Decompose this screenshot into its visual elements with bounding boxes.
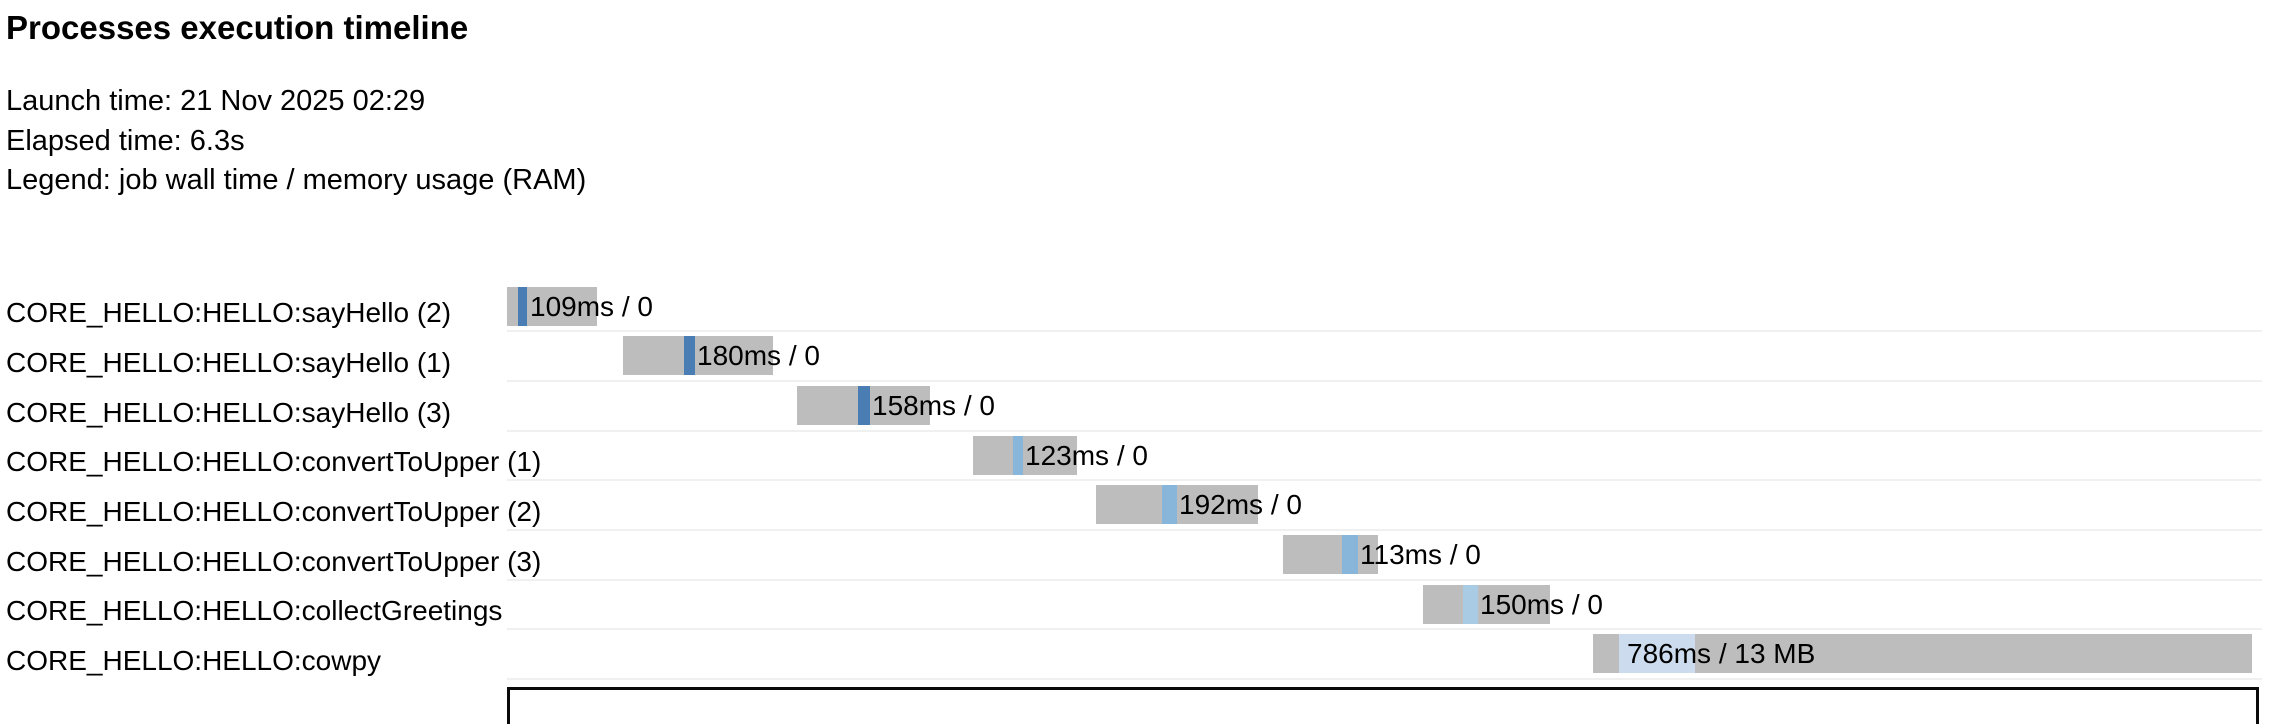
task-bar-label: 113ms / 0 xyxy=(1360,539,1481,570)
process-label: CORE_HELLO:HELLO:sayHello (2) xyxy=(6,297,452,329)
timeline-row: CORE_HELLO:HELLO:sayHello (3) 158ms / 0 xyxy=(0,382,2284,432)
task-bar xyxy=(1593,634,2252,674)
run-info: Launch time: 21 Nov 2025 02:29 Elapsed t… xyxy=(6,82,586,201)
next-section-box xyxy=(507,687,2259,724)
task-bar-label: 180ms / 0 xyxy=(697,340,820,372)
task-run-segment xyxy=(1463,584,1478,624)
task-bar-label: 109ms / 0 xyxy=(530,290,653,322)
row-separator xyxy=(507,628,2262,631)
process-label: CORE_HELLO:HELLO:convertToUpper (1) xyxy=(6,446,542,478)
task-run-segment xyxy=(518,286,527,326)
process-label: CORE_HELLO:HELLO:sayHello (1) xyxy=(6,346,452,378)
timeline-row: CORE_HELLO:HELLO:convertToUpper (2) 192ms… xyxy=(0,481,2284,531)
task-bar xyxy=(623,336,773,376)
row-separator xyxy=(507,578,2262,581)
timeline-row: CORE_HELLO:HELLO:sayHello (2) 109ms / 0 xyxy=(0,283,2284,333)
row-separator xyxy=(507,330,2262,333)
timeline-row: CORE_HELLO:HELLO:convertToUpper (3) 113ms… xyxy=(0,531,2284,581)
task-bar-label: 158ms / 0 xyxy=(872,389,995,421)
task-bar-label: 150ms / 0 xyxy=(1480,588,1603,620)
task-run-segment xyxy=(1619,634,1695,674)
task-bar xyxy=(973,435,1077,475)
row-separator xyxy=(507,379,2262,382)
task-bar-label: 123ms / 0 xyxy=(1025,439,1148,471)
row-separator xyxy=(507,479,2262,482)
task-bar xyxy=(1096,485,1258,525)
process-label: CORE_HELLO:HELLO:convertToUpper (3) xyxy=(6,545,542,577)
page-title: Processes execution timeline xyxy=(6,9,469,46)
row-separator xyxy=(507,528,2262,531)
row-separator xyxy=(507,678,2262,681)
timeline-row: CORE_HELLO:HELLO:cowpy 786ms / 13 MB xyxy=(0,630,2284,681)
task-run-segment xyxy=(858,385,870,425)
task-bar-label: 786ms / 13 MB xyxy=(1627,638,1816,670)
process-label: CORE_HELLO:HELLO:convertToUpper (2) xyxy=(6,495,542,527)
process-label: CORE_HELLO:HELLO:cowpy xyxy=(6,645,382,677)
process-label: CORE_HELLO:HELLO:sayHello (3) xyxy=(6,396,452,428)
elapsed-time-text: Elapsed time: 6.3s xyxy=(6,124,245,157)
timeline-row: CORE_HELLO:HELLO:sayHello (1) 180ms / 0 xyxy=(0,332,2284,382)
task-run-segment xyxy=(684,336,695,376)
legend-text: Legend: job wall time / memory usage (RA… xyxy=(6,164,587,196)
process-label: CORE_HELLO:HELLO:collectGreetings xyxy=(6,595,503,627)
task-bar xyxy=(1283,535,1378,574)
row-separator xyxy=(507,429,2262,432)
task-bar-label: 192ms / 0 xyxy=(1179,489,1302,521)
task-run-segment xyxy=(1342,535,1358,574)
task-bar xyxy=(1423,584,1550,624)
task-run-segment xyxy=(1162,485,1177,525)
launch-time-text: Launch time: 21 Nov 2025 02:29 xyxy=(6,85,426,117)
timeline-row: CORE_HELLO:HELLO:convertToUpper (1) 123ms… xyxy=(0,432,2284,482)
task-run-segment xyxy=(1013,435,1023,475)
timeline-row: CORE_HELLO:HELLO:collectGreetings 150ms /… xyxy=(0,581,2284,631)
